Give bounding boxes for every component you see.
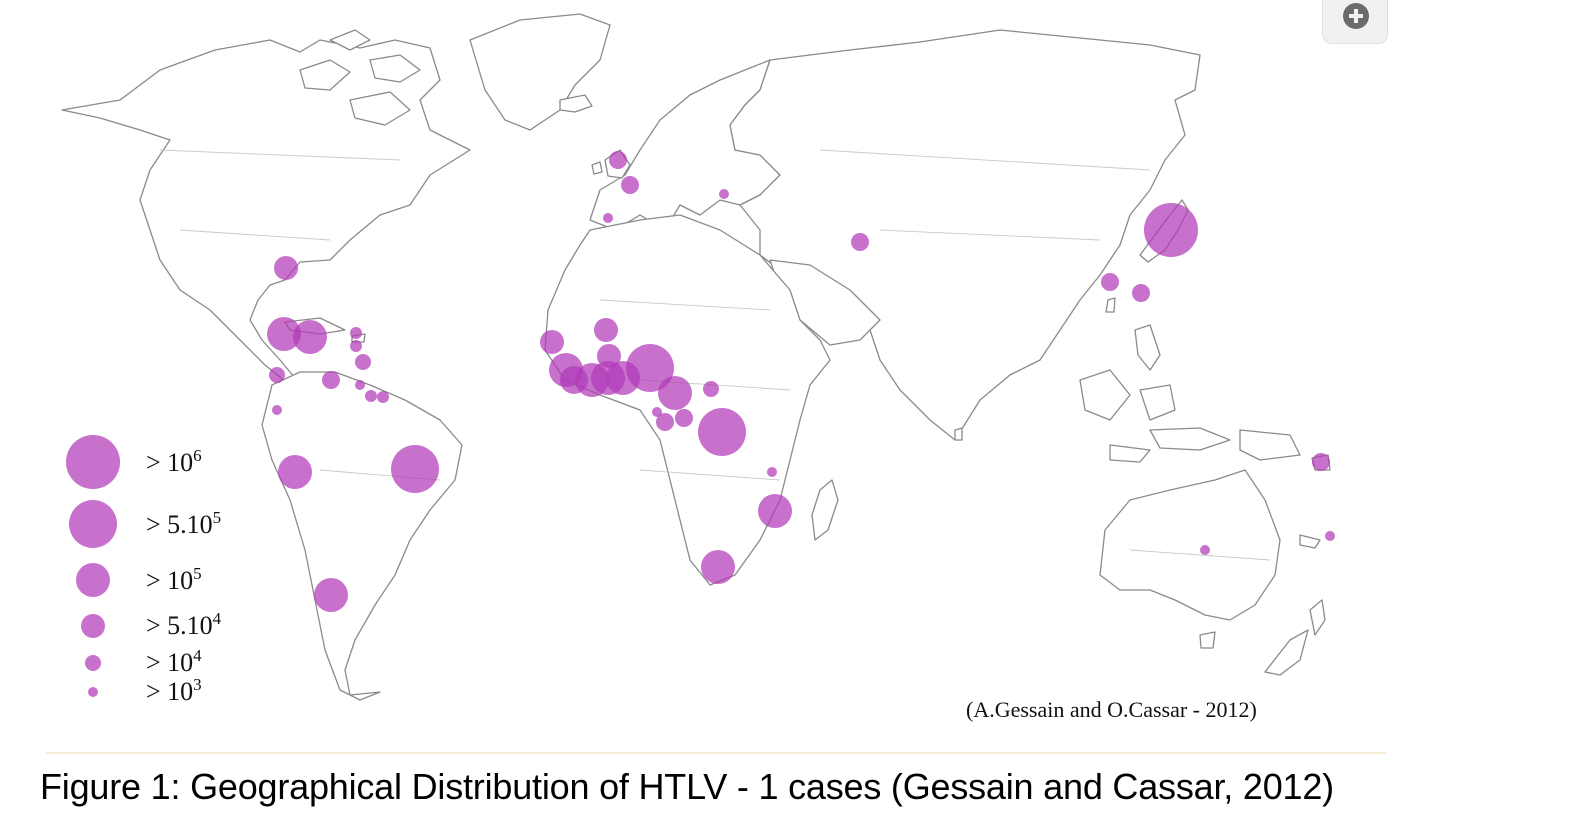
- zoom-in-icon: [1343, 3, 1369, 29]
- legend-label-5: > 104: [146, 646, 202, 677]
- bubble-melanesia: [1312, 453, 1330, 471]
- bubble-tanzania: [767, 467, 777, 477]
- bubble-guyana-2: [377, 391, 389, 403]
- bubble-iran: [851, 233, 869, 251]
- southeast-asia-islands: [1079, 369, 1301, 463]
- bubble-caribbean-1: [350, 327, 362, 339]
- bubble-mozambique: [758, 494, 792, 528]
- world-map: > 106 > 5.105 > 105 > 5.104 > 104 > 103 …: [46, 0, 1388, 754]
- bubble-taiwan: [1132, 284, 1150, 302]
- bubble-mali: [594, 318, 618, 342]
- tasmania: [1199, 631, 1216, 649]
- bubble-peru: [278, 455, 312, 489]
- legend-label-4: > 5.104: [146, 609, 222, 640]
- australia-landmass: [1099, 469, 1281, 621]
- legend-label-6: > 103: [146, 675, 202, 706]
- bubble-chad: [703, 381, 719, 397]
- divider: [46, 752, 1386, 754]
- zoom-button[interactable]: [1322, 0, 1388, 44]
- bubble-guyana-1: [365, 390, 377, 402]
- north-america-landmass: [61, 39, 471, 386]
- bubble-france: [621, 176, 639, 194]
- arctic-islands: [299, 29, 421, 126]
- bubble-south-africa: [701, 550, 735, 584]
- legend-label-2: > 5.105: [146, 508, 221, 539]
- bubble-romania: [719, 189, 729, 199]
- bubble-equatorial-guinea: [652, 407, 662, 417]
- bubble-drc: [698, 408, 746, 456]
- bubble-hispaniola: [293, 320, 327, 354]
- asia-landmass: [729, 29, 1201, 441]
- bubble-china: [1101, 273, 1119, 291]
- small-asian-islands: [954, 297, 1161, 441]
- bubble-gabon-1: [656, 413, 674, 431]
- map-canvas: > 106 > 5.105 > 105 > 5.104 > 104 > 103 …: [61, 13, 1335, 722]
- bubble-gabon-2: [675, 409, 693, 427]
- bubble-central-america: [269, 367, 285, 383]
- bubble-florida: [274, 256, 298, 280]
- legend-bubble-1: [66, 435, 120, 489]
- south-america-landmass: [261, 371, 463, 701]
- landmasses: [61, 13, 1331, 701]
- bubble-argentina: [314, 578, 348, 612]
- bubble-uk: [609, 151, 627, 169]
- iceland: [559, 94, 593, 113]
- bubble-cameroon: [658, 376, 692, 410]
- figure-caption: Figure 1: Geographical Distribution of H…: [40, 766, 1334, 807]
- bubble-ecuador: [272, 405, 282, 415]
- bubble-australia: [1200, 545, 1210, 555]
- source-credit: (A.Gessain and O.Cassar - 2012): [966, 697, 1257, 722]
- legend-label-1: > 106: [146, 446, 202, 477]
- legend-bubble-5: [85, 655, 101, 671]
- bubble-burkina: [597, 344, 621, 368]
- bubble-spain: [603, 213, 613, 223]
- greenland-landmass: [469, 13, 611, 131]
- legend: > 106 > 5.105 > 105 > 5.104 > 104 > 103: [66, 435, 222, 706]
- case-bubbles: [267, 151, 1335, 612]
- legend-bubble-6: [88, 687, 98, 697]
- bubble-cuba: [267, 317, 301, 351]
- legend-label-3: > 105: [146, 564, 202, 595]
- bubble-senegal: [540, 330, 564, 354]
- legend-bubble-3: [76, 563, 110, 597]
- bubble-japan: [1144, 203, 1198, 257]
- bubble-caribbean-4: [355, 380, 365, 390]
- legend-bubble-2: [69, 500, 117, 548]
- bubble-colombia: [322, 371, 340, 389]
- madagascar: [811, 479, 839, 541]
- legend-bubble-4: [81, 614, 105, 638]
- bubble-caribbean-3: [355, 354, 371, 370]
- new-zealand: [1264, 599, 1326, 676]
- bubble-brazil: [391, 445, 439, 493]
- bubble-nigeria: [626, 344, 674, 392]
- bubble-vanuatu: [1325, 531, 1335, 541]
- bubble-caribbean-2: [350, 340, 362, 352]
